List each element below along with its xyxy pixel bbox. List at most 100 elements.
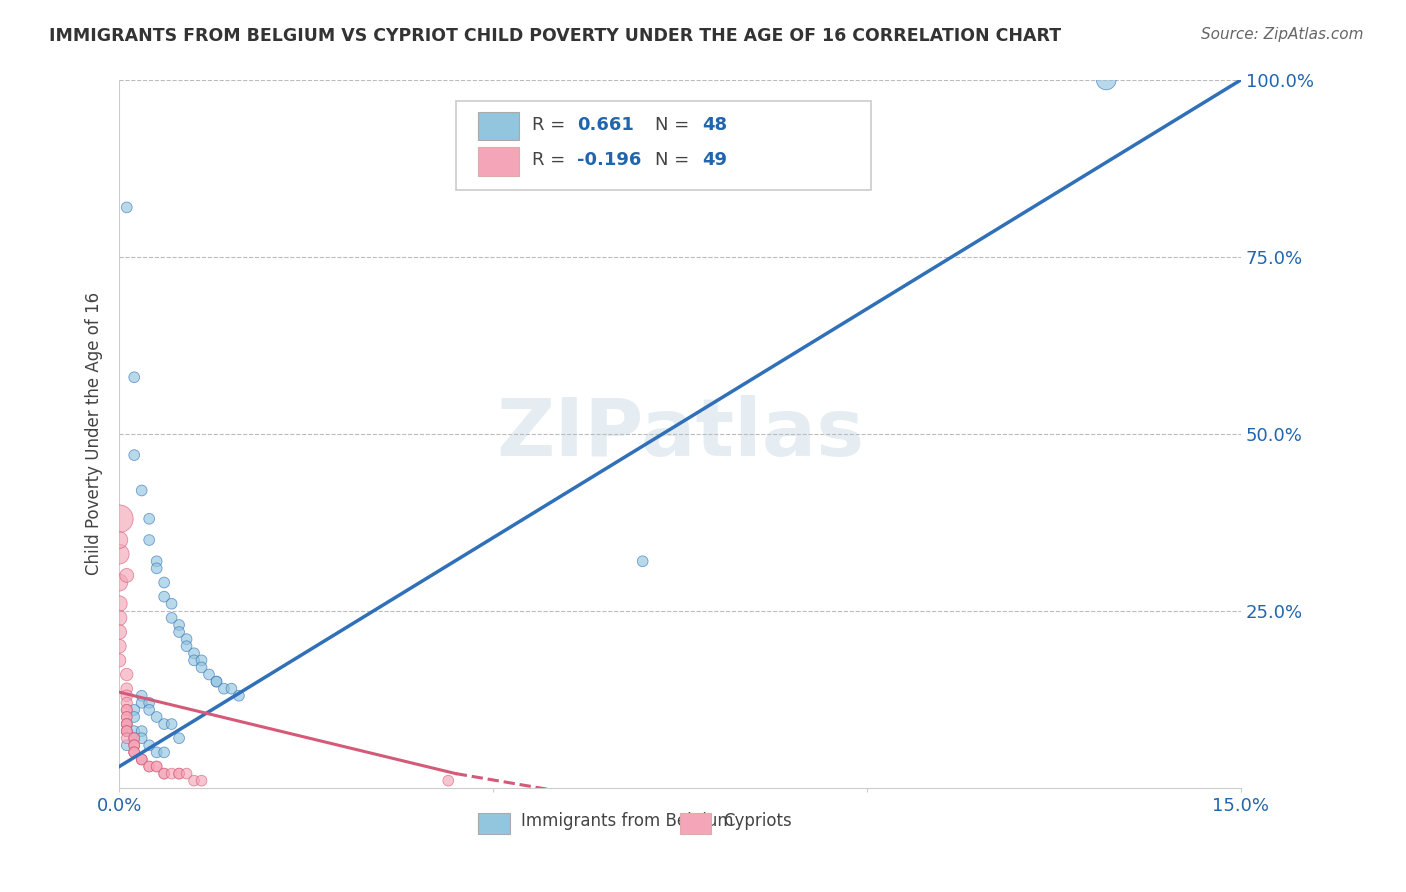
Y-axis label: Child Poverty Under the Age of 16: Child Poverty Under the Age of 16 xyxy=(86,293,103,575)
Point xyxy=(205,674,228,689)
Point xyxy=(115,731,138,746)
Point xyxy=(138,512,160,526)
Point xyxy=(160,766,183,780)
Point xyxy=(228,689,250,703)
FancyBboxPatch shape xyxy=(478,112,519,140)
Point xyxy=(138,759,160,773)
Point xyxy=(205,674,228,689)
Point xyxy=(176,766,198,780)
Text: -0.196: -0.196 xyxy=(576,151,641,169)
Point xyxy=(153,717,176,731)
Text: Cypriots: Cypriots xyxy=(723,812,792,830)
Point xyxy=(115,717,138,731)
Point xyxy=(212,681,235,696)
Point xyxy=(122,739,145,753)
Point xyxy=(631,554,654,568)
Text: 49: 49 xyxy=(703,151,727,169)
Point xyxy=(190,773,212,788)
Point xyxy=(108,533,131,547)
Point xyxy=(153,590,176,604)
Point xyxy=(183,653,205,667)
Point xyxy=(108,625,131,640)
Point xyxy=(108,575,131,590)
Point xyxy=(183,773,205,788)
Point xyxy=(190,660,212,674)
Point xyxy=(131,724,153,739)
Point xyxy=(167,766,190,780)
Point xyxy=(153,745,176,759)
Point xyxy=(138,759,160,773)
Point xyxy=(167,766,190,780)
Point xyxy=(122,739,145,753)
Point xyxy=(115,696,138,710)
Point xyxy=(108,639,131,653)
Text: IMMIGRANTS FROM BELGIUM VS CYPRIOT CHILD POVERTY UNDER THE AGE OF 16 CORRELATION: IMMIGRANTS FROM BELGIUM VS CYPRIOT CHILD… xyxy=(49,27,1062,45)
Point xyxy=(108,512,131,526)
Point xyxy=(122,710,145,724)
Point xyxy=(131,689,153,703)
Point xyxy=(115,667,138,681)
Text: Immigrants from Belgium: Immigrants from Belgium xyxy=(520,812,734,830)
Point xyxy=(145,759,167,773)
Point xyxy=(131,752,153,766)
Point xyxy=(115,724,138,739)
Point xyxy=(138,696,160,710)
Point xyxy=(115,710,138,724)
Point xyxy=(138,703,160,717)
Point xyxy=(122,731,145,746)
Point xyxy=(122,370,145,384)
Point xyxy=(145,710,167,724)
FancyBboxPatch shape xyxy=(681,813,711,834)
Point xyxy=(115,724,138,739)
FancyBboxPatch shape xyxy=(478,813,509,834)
Point xyxy=(115,717,138,731)
Text: 0.661: 0.661 xyxy=(576,116,634,134)
Point xyxy=(122,739,145,753)
Point xyxy=(160,717,183,731)
Point xyxy=(122,745,145,759)
Point xyxy=(122,731,145,746)
Text: 48: 48 xyxy=(703,116,727,134)
Point xyxy=(131,731,153,746)
Point xyxy=(145,554,167,568)
Point xyxy=(190,653,212,667)
Point xyxy=(131,752,153,766)
Point xyxy=(176,639,198,653)
Point xyxy=(145,561,167,575)
Text: N =: N = xyxy=(655,151,696,169)
Point xyxy=(122,745,145,759)
Point xyxy=(176,632,198,647)
Point xyxy=(138,739,160,753)
Point xyxy=(122,745,145,759)
Text: R =: R = xyxy=(531,116,571,134)
Point xyxy=(122,703,145,717)
Point xyxy=(138,533,160,547)
Point xyxy=(108,611,131,625)
Point xyxy=(108,653,131,667)
Text: N =: N = xyxy=(655,116,696,134)
Point xyxy=(115,739,138,753)
Point xyxy=(131,752,153,766)
Point xyxy=(153,766,176,780)
Point xyxy=(153,766,176,780)
Point xyxy=(167,731,190,746)
FancyBboxPatch shape xyxy=(478,147,519,176)
Point xyxy=(153,575,176,590)
Point xyxy=(115,724,138,739)
Point xyxy=(115,689,138,703)
Point xyxy=(122,448,145,462)
Text: ZIPatlas: ZIPatlas xyxy=(496,395,865,473)
Point xyxy=(1095,73,1118,87)
Point xyxy=(131,483,153,498)
Point xyxy=(115,710,138,724)
Point xyxy=(115,200,138,214)
Point xyxy=(115,681,138,696)
Point xyxy=(115,703,138,717)
Point xyxy=(437,773,460,788)
Point xyxy=(122,724,145,739)
Point xyxy=(167,625,190,640)
Point xyxy=(115,703,138,717)
Point xyxy=(183,646,205,660)
Point xyxy=(115,717,138,731)
Point xyxy=(221,681,243,696)
